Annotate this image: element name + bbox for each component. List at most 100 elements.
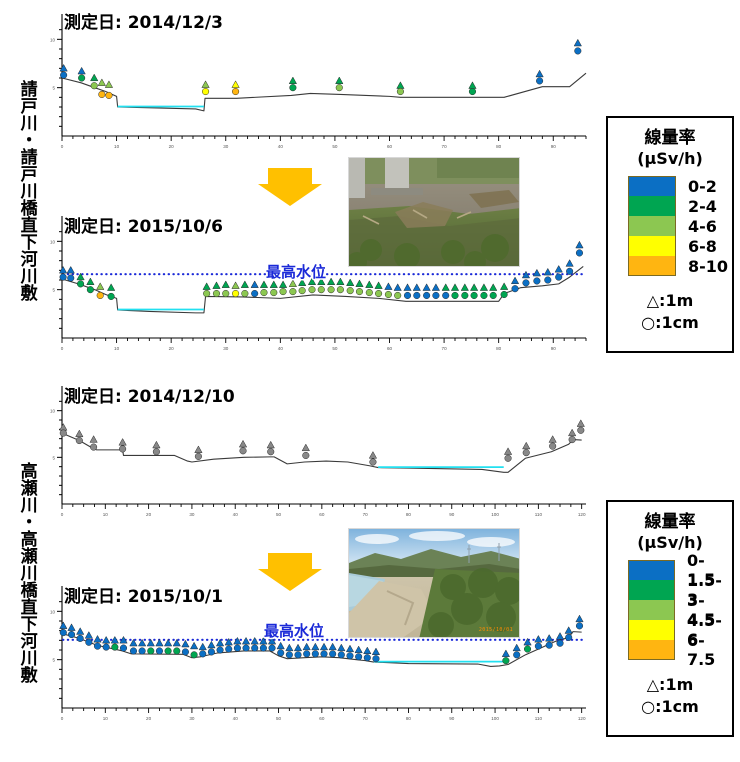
data-point-circle-1cm	[242, 644, 250, 652]
data-point-circle-1cm	[268, 644, 276, 652]
data-point-circle-1cm	[270, 289, 278, 297]
data-point-circle-1cm	[442, 291, 450, 300]
data-point-triangle-1m	[119, 635, 128, 644]
x-tick-label: 50	[332, 144, 338, 149]
data-point-triangle-1m	[89, 435, 98, 443]
data-point-circle-1cm	[164, 647, 172, 655]
legend-title-takase: 線量率	[644, 512, 696, 532]
legend-marker-note: △:1m	[646, 675, 694, 695]
data-point-triangle-1m	[565, 259, 574, 267]
data-point-triangle-1m	[564, 626, 573, 634]
data-point-triangle-1m	[137, 638, 147, 647]
data-point-circle-1cm	[413, 291, 421, 300]
legend-swatch	[628, 216, 676, 237]
data-point-triangle-1m	[510, 276, 520, 285]
data-point-triangle-1m	[76, 272, 85, 281]
data-point-triangle-1m	[201, 80, 210, 88]
data-point-triangle-1m	[346, 278, 355, 286]
x-tick-label: 90	[449, 716, 455, 721]
chart-takase-2014: 5 10 0 10 20 30 40 50 60 70 80 90 100 110 120 測定日: 201…	[48, 380, 593, 530]
data-point-circle-1cm	[308, 286, 316, 294]
y-tick-label: 10	[50, 609, 56, 614]
data-point-triangle-1m	[355, 279, 364, 287]
data-point-triangle-1m	[86, 277, 95, 285]
data-point-circle-1cm	[77, 280, 85, 288]
data-point-circle-1cm	[513, 651, 521, 659]
data-point-triangle-1m	[499, 282, 509, 290]
legend-swatch	[628, 640, 675, 661]
x-tick-label: 60	[319, 716, 325, 721]
legend-bin-row: 8-10	[628, 256, 732, 277]
legend-ukedo: 線量率 (μSv/h) 0-2 2-4 4-6 6-8 8-10 △:1m ○:1cm	[606, 116, 734, 353]
x-tick-label: 10	[103, 512, 109, 517]
x-tick-label: 0	[61, 512, 64, 517]
data-point-circle-1cm	[522, 279, 530, 287]
data-point-circle-1cm	[536, 77, 544, 85]
data-point-circle-1cm	[423, 291, 431, 300]
x-tick-label: 110	[535, 716, 543, 721]
x-tick-label: 70	[442, 346, 448, 351]
data-point-triangle-1m	[576, 419, 585, 427]
data-point-circle-1cm	[298, 287, 306, 295]
data-point-circle-1cm	[199, 650, 207, 658]
data-point-triangle-1m	[146, 638, 155, 647]
x-tick-label: 10	[114, 144, 120, 149]
data-point-triangle-1m	[59, 621, 68, 629]
data-point-circle-1cm	[129, 647, 138, 655]
data-point-triangle-1m	[194, 445, 203, 453]
data-point-circle-1cm	[207, 648, 215, 656]
legend-bin-row: 3-4.5	[628, 591, 732, 629]
data-point-triangle-1m	[259, 636, 268, 645]
data-point-circle-1cm	[155, 647, 163, 655]
x-tick-label: 70	[363, 512, 369, 517]
data-point-triangle-1m	[76, 627, 85, 635]
data-point-triangle-1m	[84, 631, 93, 639]
data-point-triangle-1m	[202, 282, 211, 290]
legend-bin-row: 0-1.5	[628, 551, 732, 589]
legend-swatch	[628, 580, 675, 601]
legend-swatch	[628, 196, 676, 217]
data-point-triangle-1m	[431, 283, 441, 291]
data-point-triangle-1m	[152, 440, 161, 449]
legend-marker-notes-takase: △:1m ○:1cm	[608, 674, 732, 717]
data-point-circle-1cm	[511, 285, 519, 293]
ground-profile-line	[61, 631, 582, 667]
data-point-circle-1cm	[59, 429, 67, 437]
data-point-circle-1cm	[394, 291, 402, 300]
legend-swatch	[628, 620, 675, 641]
data-point-circle-1cm	[90, 82, 98, 90]
data-point-circle-1cm	[241, 289, 249, 298]
data-point-circle-1cm	[470, 291, 478, 300]
data-point-triangle-1m	[285, 643, 294, 652]
data-point-triangle-1m	[298, 278, 307, 286]
chart-title-takase-2015: 測定日: 2015/10/1	[64, 587, 223, 607]
data-point-circle-1cm	[260, 289, 268, 297]
data-point-circle-1cm	[522, 449, 530, 457]
data-point-triangle-1m	[250, 636, 259, 645]
ground-profile-line	[61, 72, 587, 112]
data-point-triangle-1m	[371, 647, 381, 655]
max-water-level-label-takase: 最高水位	[264, 622, 325, 640]
data-point-triangle-1m	[96, 282, 105, 290]
data-point-circle-1cm	[346, 287, 354, 295]
data-point-triangle-1m	[393, 283, 402, 291]
data-point-circle-1cm	[534, 642, 542, 650]
data-point-triangle-1m	[58, 265, 68, 274]
legend-bin-row: 1.5-3	[628, 571, 732, 609]
legend-bin-row: 4.5-6	[628, 611, 732, 649]
data-point-circle-1cm	[336, 286, 344, 294]
data-point-circle-1cm	[504, 454, 512, 462]
data-point-triangle-1m	[266, 440, 275, 449]
legend-marker-note: ○:1cm	[641, 697, 699, 717]
legend-swatch	[628, 600, 675, 621]
data-point-circle-1cm	[259, 644, 267, 652]
legend-bin-label: 2-4	[688, 196, 717, 216]
data-point-triangle-1m	[106, 283, 116, 291]
data-point-circle-1cm	[107, 292, 115, 300]
data-point-circle-1cm	[346, 652, 354, 660]
data-point-circle-1cm	[222, 289, 230, 298]
data-point-circle-1cm	[329, 650, 337, 658]
data-point-circle-1cm	[232, 289, 240, 298]
data-point-circle-1cm	[523, 645, 532, 653]
